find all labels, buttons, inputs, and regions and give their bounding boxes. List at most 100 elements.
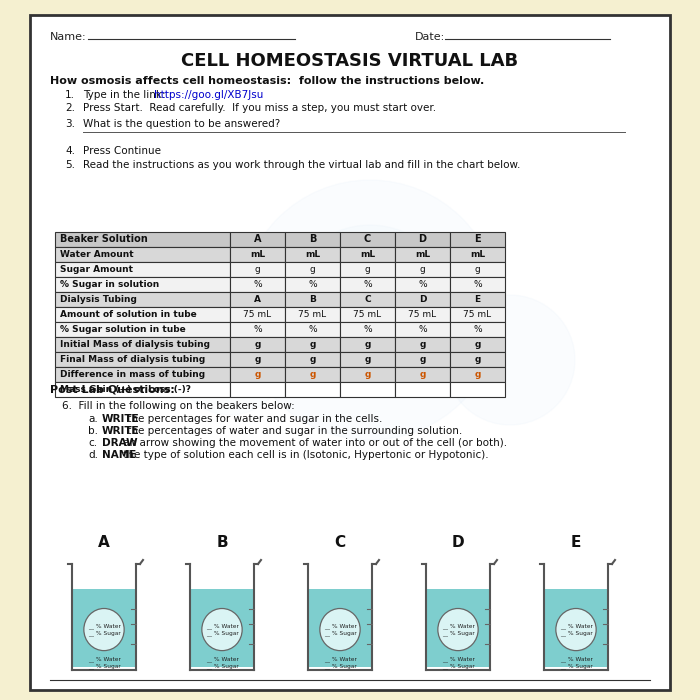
Text: Post Lab Questions:: Post Lab Questions: [50, 385, 175, 395]
Text: %: % [363, 280, 372, 289]
Text: 75 mL: 75 mL [298, 310, 327, 319]
Bar [450, 382, 505, 397]
Text: __ % Water: __ % Water [559, 624, 592, 629]
Text: Press Continue: Press Continue [83, 146, 161, 156]
Text: d.: d. [88, 450, 98, 460]
FancyBboxPatch shape [30, 15, 670, 690]
Text: __ % Sugar: __ % Sugar [559, 631, 592, 636]
Bar [340, 262, 395, 277]
Text: b.: b. [88, 426, 98, 436]
Text: What is the question to be answered?: What is the question to be answered? [83, 119, 280, 129]
Text: Dialysis Tubing: Dialysis Tubing [60, 295, 137, 304]
Text: DRAW: DRAW [102, 438, 138, 448]
Text: D: D [419, 234, 426, 244]
Ellipse shape [84, 608, 124, 650]
Bar [285, 247, 340, 262]
Text: c.: c. [88, 438, 97, 448]
Text: Amount of solution in tube: Amount of solution in tube [60, 310, 197, 319]
Text: the percentages of water and sugar in the surrounding solution.: the percentages of water and sugar in th… [125, 426, 463, 436]
Text: C: C [364, 295, 371, 304]
Text: https://goo.gl/XB7Jsu: https://goo.gl/XB7Jsu [154, 90, 264, 100]
Text: g: g [419, 340, 426, 349]
Text: A: A [254, 295, 261, 304]
Bar [340, 292, 395, 307]
Text: 5.: 5. [65, 160, 75, 170]
Bar [450, 292, 505, 307]
Text: __ % Sugar: __ % Sugar [559, 663, 592, 668]
Text: % Sugar in solution: % Sugar in solution [60, 280, 160, 289]
Text: WRITE: WRITE [102, 414, 140, 424]
Bar [230, 262, 285, 277]
Bar [395, 367, 450, 382]
Text: %: % [418, 325, 427, 334]
Text: Sugar Amount: Sugar Amount [60, 265, 133, 274]
Bar [340, 322, 395, 337]
Bar [72, 589, 136, 667]
Bar [395, 352, 450, 367]
Text: 75 mL: 75 mL [354, 310, 382, 319]
Bar [395, 307, 450, 322]
Bar [395, 247, 450, 262]
Ellipse shape [202, 608, 242, 650]
Bar [395, 277, 450, 292]
Bar [190, 589, 254, 667]
Bar [230, 367, 285, 382]
Bar [395, 337, 450, 352]
Text: Final Mass of dialysis tubing: Final Mass of dialysis tubing [60, 355, 205, 364]
Bar [230, 247, 285, 262]
Text: g: g [364, 355, 371, 364]
Text: D: D [419, 295, 426, 304]
Bar [450, 352, 505, 367]
Bar [55, 337, 230, 352]
Text: __ % Sugar: __ % Sugar [88, 663, 120, 668]
Bar [55, 277, 230, 292]
Text: % Sugar solution in tube: % Sugar solution in tube [60, 325, 186, 334]
Text: __ % Water: __ % Water [88, 656, 120, 662]
Text: mL: mL [415, 250, 430, 259]
Text: g: g [254, 370, 260, 379]
Text: g: g [309, 265, 316, 274]
Text: mL: mL [360, 250, 375, 259]
Bar [544, 589, 608, 667]
Circle shape [240, 180, 500, 440]
Text: B: B [309, 234, 316, 244]
Text: g: g [254, 355, 260, 364]
Text: __ % Water: __ % Water [323, 656, 356, 662]
Text: 1.: 1. [65, 90, 75, 100]
Bar [450, 367, 505, 382]
Text: g: g [475, 265, 480, 274]
Bar [340, 367, 395, 382]
Bar [230, 307, 285, 322]
Bar [450, 322, 505, 337]
Text: __ % Sugar: __ % Sugar [206, 663, 239, 668]
Text: __ % Sugar: __ % Sugar [323, 663, 356, 668]
Text: Type in the link:: Type in the link: [83, 90, 172, 100]
Text: %: % [473, 325, 482, 334]
Bar [55, 292, 230, 307]
Text: B: B [309, 295, 316, 304]
Bar [55, 232, 230, 247]
Bar [55, 367, 230, 382]
Bar [285, 367, 340, 382]
Text: __ % Water: __ % Water [323, 624, 356, 629]
Bar [55, 262, 230, 277]
Text: an arrow showing the movement of water into or out of the cell (or both).: an arrow showing the movement of water i… [120, 438, 507, 448]
Bar [55, 382, 230, 397]
Text: WRITE: WRITE [102, 426, 140, 436]
Text: g: g [309, 340, 316, 349]
Bar [55, 352, 230, 367]
Text: 2.: 2. [65, 103, 75, 113]
Bar [450, 232, 505, 247]
Text: a.: a. [88, 414, 98, 424]
Text: NAME: NAME [102, 450, 136, 460]
Text: __ % Sugar: __ % Sugar [323, 631, 356, 636]
Bar [230, 292, 285, 307]
Text: How osmosis affects cell homeostasis:  follow the instructions below.: How osmosis affects cell homeostasis: fo… [50, 76, 484, 86]
Text: __ % Sugar: __ % Sugar [442, 663, 475, 668]
Bar [230, 277, 285, 292]
Bar [285, 307, 340, 322]
Text: 75 mL: 75 mL [244, 310, 272, 319]
Text: __ % Sugar: __ % Sugar [88, 631, 120, 636]
Text: %: % [363, 325, 372, 334]
Bar [450, 277, 505, 292]
